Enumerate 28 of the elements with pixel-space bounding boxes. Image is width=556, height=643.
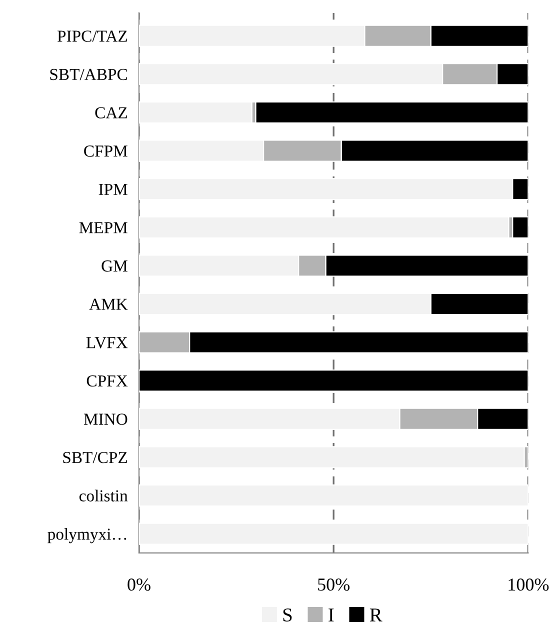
bar	[139, 446, 525, 468]
y-tick-label: SBT/ABPC	[50, 68, 127, 80]
legend-label: S	[283, 608, 292, 622]
y-tick-label: GM	[102, 260, 128, 272]
x-tick-label: 50%	[318, 578, 350, 591]
bar	[139, 522, 528, 545]
y-tick-label: CAZ	[95, 107, 127, 118]
y-tick-label: IPM	[98, 184, 128, 195]
y-tick-label: colistin	[79, 490, 128, 502]
y-tick-label: AMK	[89, 298, 128, 310]
bar	[139, 370, 528, 392]
y-tick-label: MINO	[84, 414, 128, 425]
bar	[139, 101, 252, 124]
x-tick-label: 100%	[508, 578, 549, 591]
y-tick-label: PIPC/TAZ	[57, 30, 127, 42]
y-tick-label: MEPM	[79, 222, 128, 234]
legend-label: I	[328, 608, 334, 622]
y-tick-label: SBT/CPZ	[63, 452, 127, 464]
y-tick-label: polymyxi…	[48, 528, 126, 544]
legend-label: R	[370, 608, 382, 622]
bar	[512, 216, 528, 238]
x-tick-label: 0%	[128, 578, 150, 591]
bar	[139, 216, 510, 238]
y-tick-label: LVFX	[86, 337, 128, 348]
y-tick-label: CFPM	[84, 146, 128, 157]
y-tick-label: CPFX	[86, 375, 128, 387]
bar	[139, 484, 528, 507]
bar	[255, 101, 528, 124]
